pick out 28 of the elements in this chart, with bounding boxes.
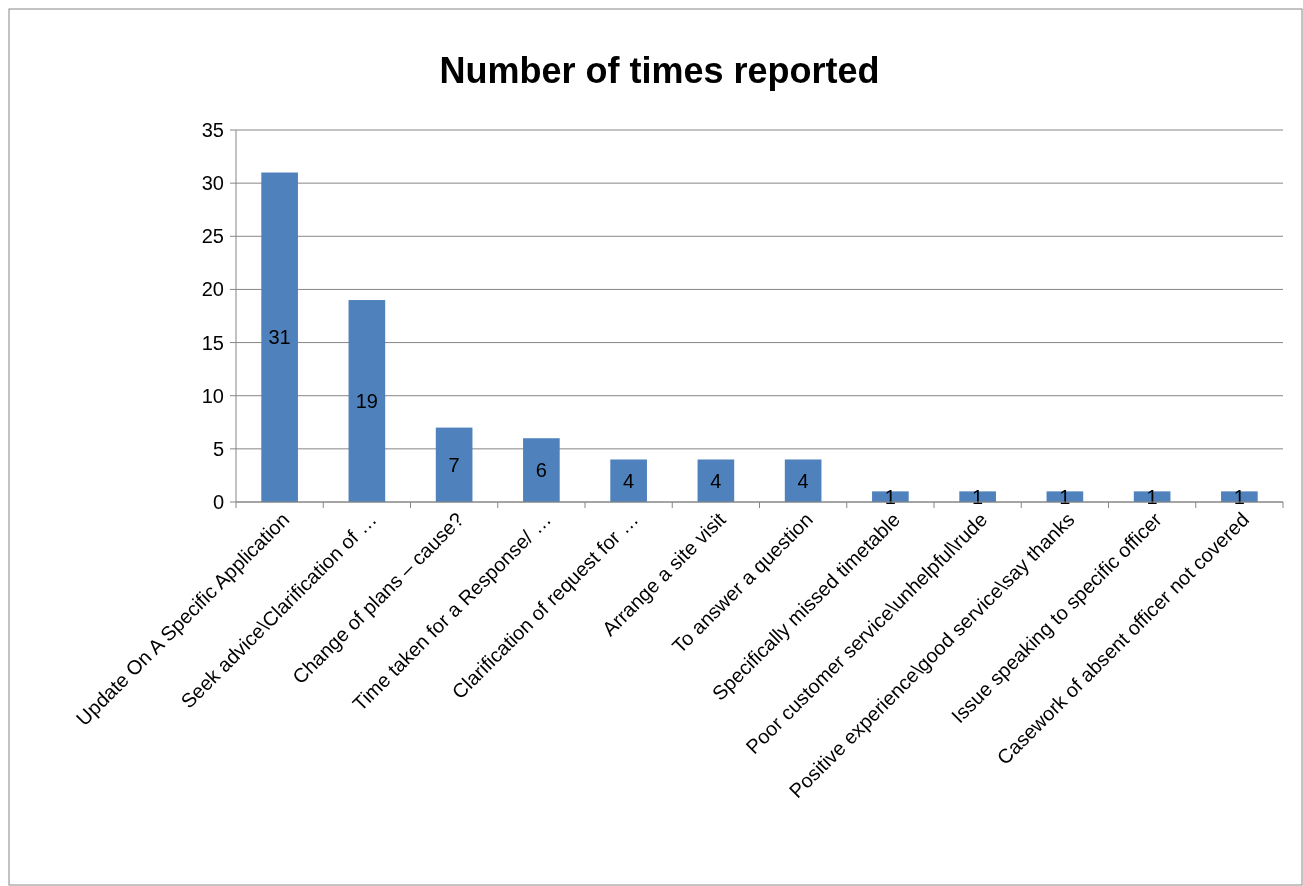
- y-tick-label: 10: [201, 384, 224, 407]
- bar: [261, 172, 298, 502]
- data-label: 19: [355, 390, 378, 413]
- y-tick-label: 25: [201, 225, 224, 248]
- bar: [348, 300, 386, 502]
- y-tick-label: 20: [201, 278, 224, 301]
- data-label: 1: [1233, 485, 1245, 508]
- y-tick-label: 0: [212, 491, 224, 513]
- data-label: 7: [448, 453, 460, 476]
- data-label: 1: [1146, 485, 1158, 508]
- bar: [697, 459, 735, 502]
- y-tick-label: 15: [201, 331, 224, 354]
- data-label: 6: [535, 459, 547, 482]
- data-label: 1: [972, 485, 984, 508]
- data-label: 31: [268, 326, 291, 349]
- data-label: 1: [1059, 485, 1071, 508]
- data-label: 1: [884, 485, 896, 508]
- bar: [523, 438, 560, 502]
- y-tick-label: 30: [201, 172, 224, 195]
- data-label: 4: [623, 469, 635, 492]
- bar: [435, 427, 473, 502]
- bar: [784, 459, 822, 502]
- data-label: 4: [710, 469, 722, 492]
- data-label: 4: [797, 469, 809, 492]
- y-tick-label: 35: [201, 119, 224, 141]
- bar: [610, 459, 647, 502]
- chart-title: Number of times reported: [439, 50, 880, 91]
- y-tick-label: 5: [212, 437, 224, 460]
